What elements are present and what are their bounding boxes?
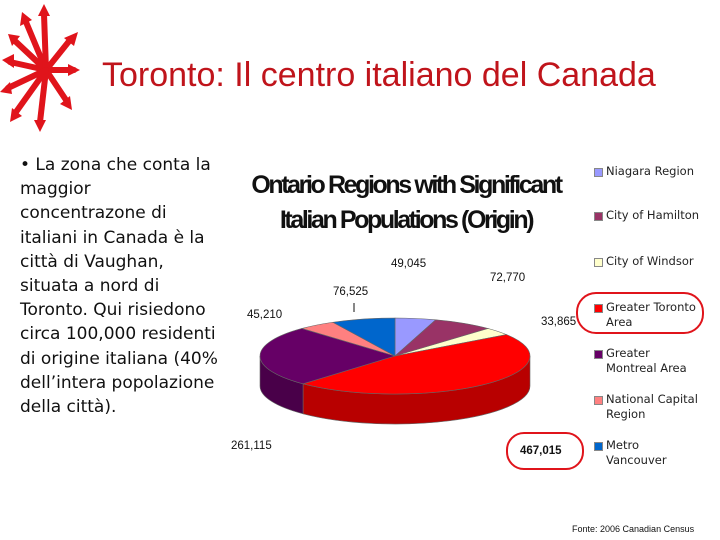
- legend-label: Greater Toronto Area: [606, 300, 696, 329]
- legend-label: National Capital Region: [606, 392, 698, 421]
- data-label-national-capital-region: 45,210: [247, 309, 283, 321]
- legend-swatch: [594, 350, 603, 359]
- legend-swatch: [594, 168, 603, 177]
- legend-label: Greater Montreal Area: [606, 346, 687, 375]
- highlight-legend-ring: [576, 292, 704, 334]
- chart-title: Ontario Regions with Significant Italian…: [251, 171, 563, 234]
- data-label-greater-toronto-area: 467,015: [520, 445, 562, 457]
- red-arrows-logo-icon: [0, 4, 80, 132]
- data-label-city-of-hamilton: 72,770: [490, 272, 526, 284]
- body-bullet-text: • La zona che conta la maggior concentra…: [20, 155, 218, 418]
- legend-swatch: [594, 212, 603, 221]
- pie-slice-greater-toronto-area: [301, 334, 531, 395]
- pie-slice-greater-montreal-area: [259, 328, 397, 385]
- source-note: Fonte: 2006 Canadian Census: [572, 524, 695, 534]
- data-label-city-of-windsor: 33,865: [541, 316, 577, 328]
- data-label-greater-montreal-area: 261,115: [231, 440, 272, 452]
- slide-title: Toronto: Il centro italiano del Canada: [102, 56, 656, 94]
- legend-label: City of Windsor: [606, 254, 694, 268]
- legend-label: Metro Vancouver: [606, 438, 667, 467]
- legend-label: Niagara Region: [606, 164, 694, 178]
- legend-label: City of Hamilton: [606, 208, 700, 222]
- highlight-value-ring: [506, 432, 584, 470]
- legend-swatch: [594, 442, 603, 451]
- legend-swatch: [594, 396, 603, 405]
- pie-slice-metro-vancouver: [331, 317, 396, 357]
- pie-chart: [259, 317, 531, 425]
- data-label-metro-vancouver: 76,525: [333, 286, 369, 298]
- data-label-niagara-region: 49,045: [391, 258, 427, 270]
- legend-swatch: [594, 258, 603, 267]
